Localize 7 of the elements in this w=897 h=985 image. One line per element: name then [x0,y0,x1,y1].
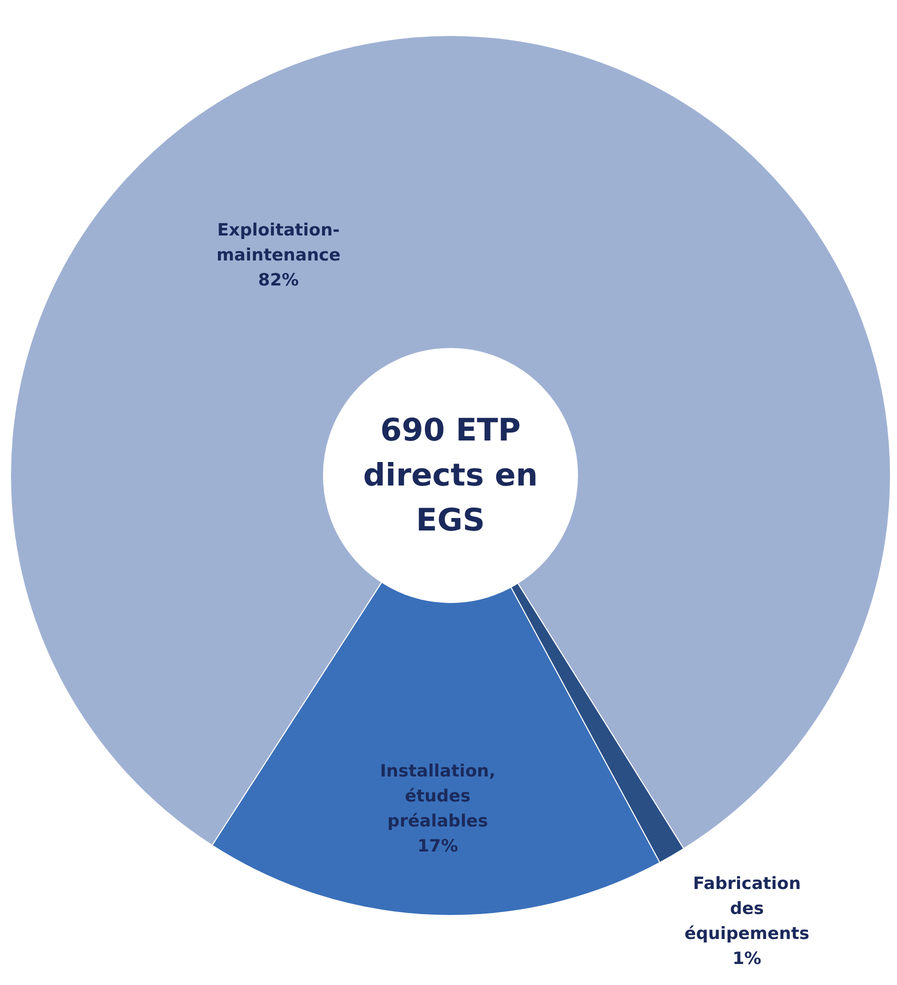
text: 690 ETP directs en EGS [363,412,538,538]
data-label: 17% [417,836,458,856]
slice-label: Exploitation- maintenance [216,220,341,266]
slice-label: Fabrication des équipements [684,874,810,944]
data-label: 82% [258,270,299,290]
data-label: 1% [732,949,762,970]
slice-label: Installation, études préalables [380,761,496,832]
